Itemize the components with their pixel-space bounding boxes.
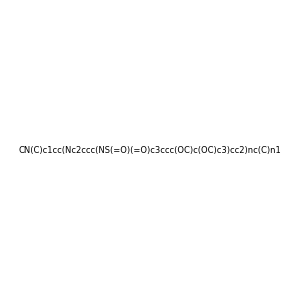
Text: CN(C)c1cc(Nc2ccc(NS(=O)(=O)c3ccc(OC)c(OC)c3)cc2)nc(C)n1: CN(C)c1cc(Nc2ccc(NS(=O)(=O)c3ccc(OC)c(OC… — [19, 146, 281, 154]
